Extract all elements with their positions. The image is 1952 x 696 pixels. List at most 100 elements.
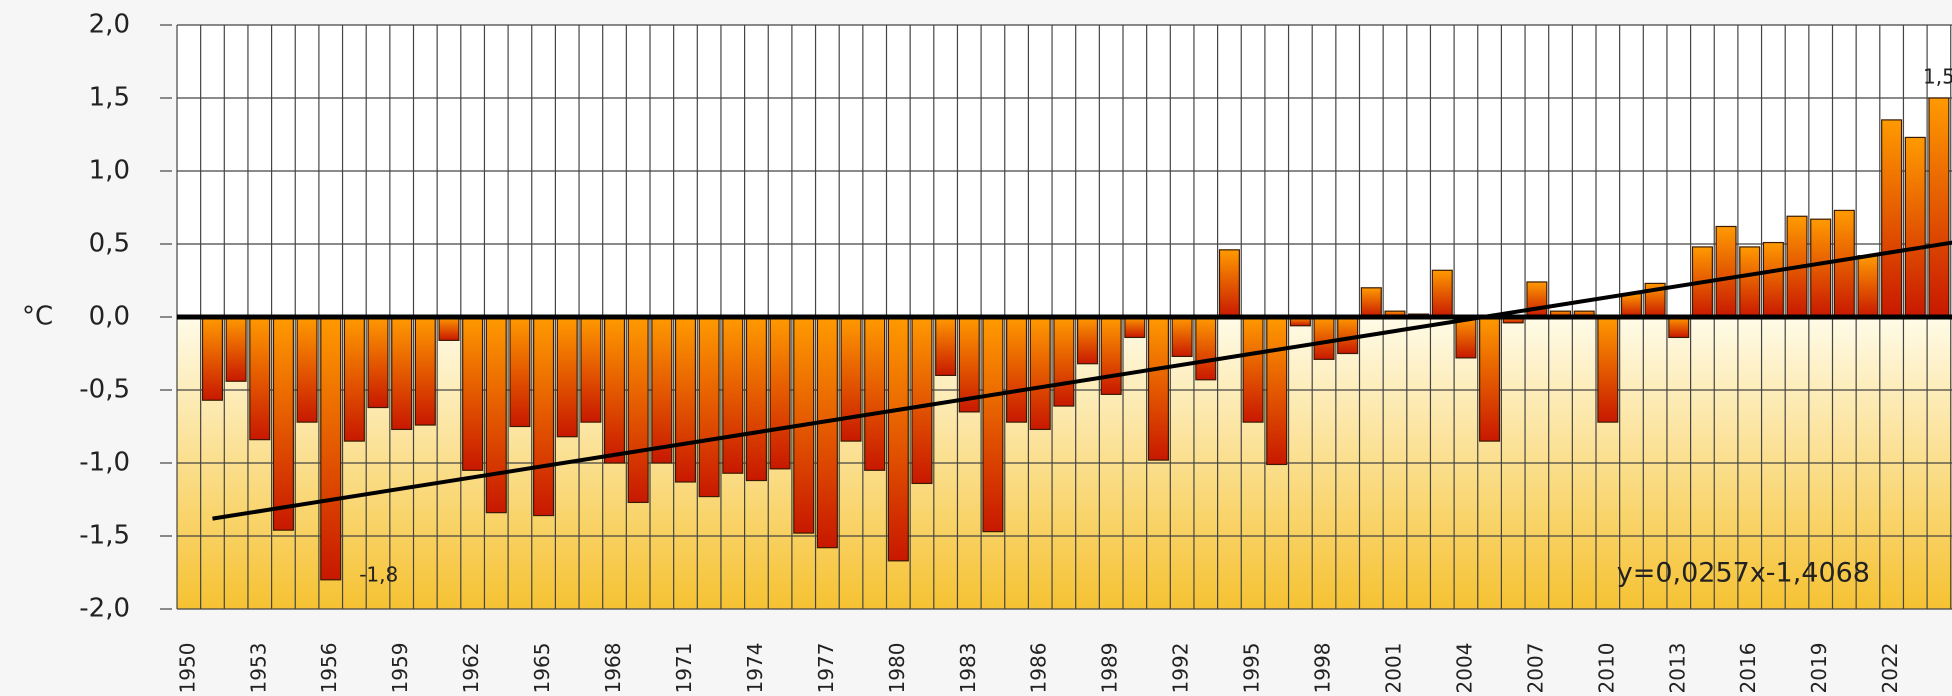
bar: [1479, 316, 1501, 442]
bar: [1266, 316, 1288, 466]
x-tick-label: 1977: [814, 643, 838, 694]
y-tick-label: -0,5: [79, 375, 130, 405]
bar: [296, 316, 318, 423]
bar: [887, 316, 909, 562]
x-tick-label: 1953: [246, 643, 270, 694]
bar: [864, 316, 886, 471]
x-tick-label: 1995: [1240, 643, 1264, 694]
bar: [1195, 316, 1217, 381]
bar: [320, 316, 342, 581]
y-tick-label: -2,0: [79, 594, 130, 624]
x-tick-label: 1974: [743, 643, 767, 694]
y-tick-label: -1,0: [79, 448, 130, 478]
bar: [722, 316, 744, 474]
bar: [201, 316, 224, 401]
x-tick-label: 1956: [317, 643, 341, 694]
y-tick-label: 0,5: [89, 229, 130, 259]
bar: [225, 316, 247, 382]
bar: [1904, 136, 1926, 318]
y-tick-label: 2,0: [89, 10, 130, 40]
bar: [1029, 316, 1051, 431]
bar: [1076, 316, 1099, 365]
x-tick-label: 1971: [672, 643, 696, 694]
x-tick-label: 1965: [530, 643, 554, 694]
bar: [1881, 119, 1903, 318]
x-tick-label: 2016: [1736, 643, 1760, 694]
bar: [769, 316, 791, 470]
bar: [1715, 225, 1737, 318]
bar: [1337, 316, 1359, 355]
bar: [438, 316, 460, 341]
x-tick-label: 1980: [885, 643, 909, 694]
bar: [1857, 255, 1879, 318]
x-tick-label: 1998: [1311, 643, 1335, 694]
y-tick-label: 1,0: [89, 156, 130, 186]
bar: [816, 316, 838, 549]
bar: [1313, 316, 1335, 360]
bar: [982, 316, 1004, 533]
bar: [249, 316, 271, 441]
bar: [1668, 316, 1690, 339]
bar: [367, 316, 389, 409]
bar: [1928, 97, 1950, 318]
bar: [651, 316, 673, 464]
bar: [1620, 293, 1643, 318]
bar: [1833, 209, 1855, 318]
x-tick-label: 1992: [1169, 643, 1193, 694]
bar: [1124, 316, 1146, 339]
x-tick-label: 2001: [1381, 643, 1405, 694]
value-label: -1,8: [359, 562, 398, 586]
value-label: 1,5: [1923, 65, 1952, 89]
y-tick-label: 0,0: [89, 302, 130, 332]
bar: [1360, 287, 1382, 318]
trend-label: y=0,0257x-1,4068: [1617, 558, 1870, 589]
x-tick-label: 1983: [956, 643, 980, 694]
x-tick-label: 1950: [175, 643, 199, 694]
bar: [1171, 316, 1193, 358]
y-axis-label: °C: [22, 302, 53, 332]
bar: [1218, 249, 1240, 318]
bar: [1147, 316, 1170, 461]
x-tick-label: 2010: [1594, 643, 1618, 694]
bar: [1242, 316, 1264, 423]
bar: [1739, 246, 1761, 318]
bar: [1597, 316, 1619, 423]
bar: [533, 316, 555, 517]
bar: [935, 316, 957, 377]
bar: [414, 316, 436, 426]
bar: [1762, 241, 1784, 318]
x-tick-label: 2019: [1807, 643, 1831, 694]
x-tick-label: 1986: [1027, 643, 1051, 694]
bar: [674, 316, 697, 483]
bar: [627, 316, 649, 504]
bar: [485, 316, 507, 514]
bar: [1053, 316, 1075, 407]
x-tick-label: 1968: [601, 643, 625, 694]
bar: [603, 316, 626, 464]
x-tick-label: 1959: [388, 643, 412, 694]
bar: [1526, 281, 1548, 318]
bar: [580, 316, 602, 423]
bar: [745, 316, 767, 482]
bar: [556, 316, 578, 438]
bar: [343, 316, 365, 442]
x-tick-label: 2007: [1523, 643, 1547, 694]
bar: [509, 316, 531, 428]
bar: [1455, 316, 1477, 359]
x-tick-label: 2013: [1665, 643, 1689, 694]
bar: [391, 316, 413, 431]
trend-line: [212, 240, 1952, 521]
bar: [698, 316, 720, 498]
bar: [911, 316, 933, 485]
bar: [1810, 218, 1832, 318]
bar: [840, 316, 862, 442]
x-tick-label: 2004: [1452, 643, 1476, 694]
y-tick-label: -1,5: [79, 521, 130, 551]
bar: [272, 316, 294, 531]
y-tick-label: 1,5: [89, 83, 130, 113]
bar: [462, 316, 484, 471]
bar: [1100, 316, 1122, 395]
x-tick-label: 1989: [1098, 643, 1122, 694]
bar: [1006, 316, 1028, 423]
